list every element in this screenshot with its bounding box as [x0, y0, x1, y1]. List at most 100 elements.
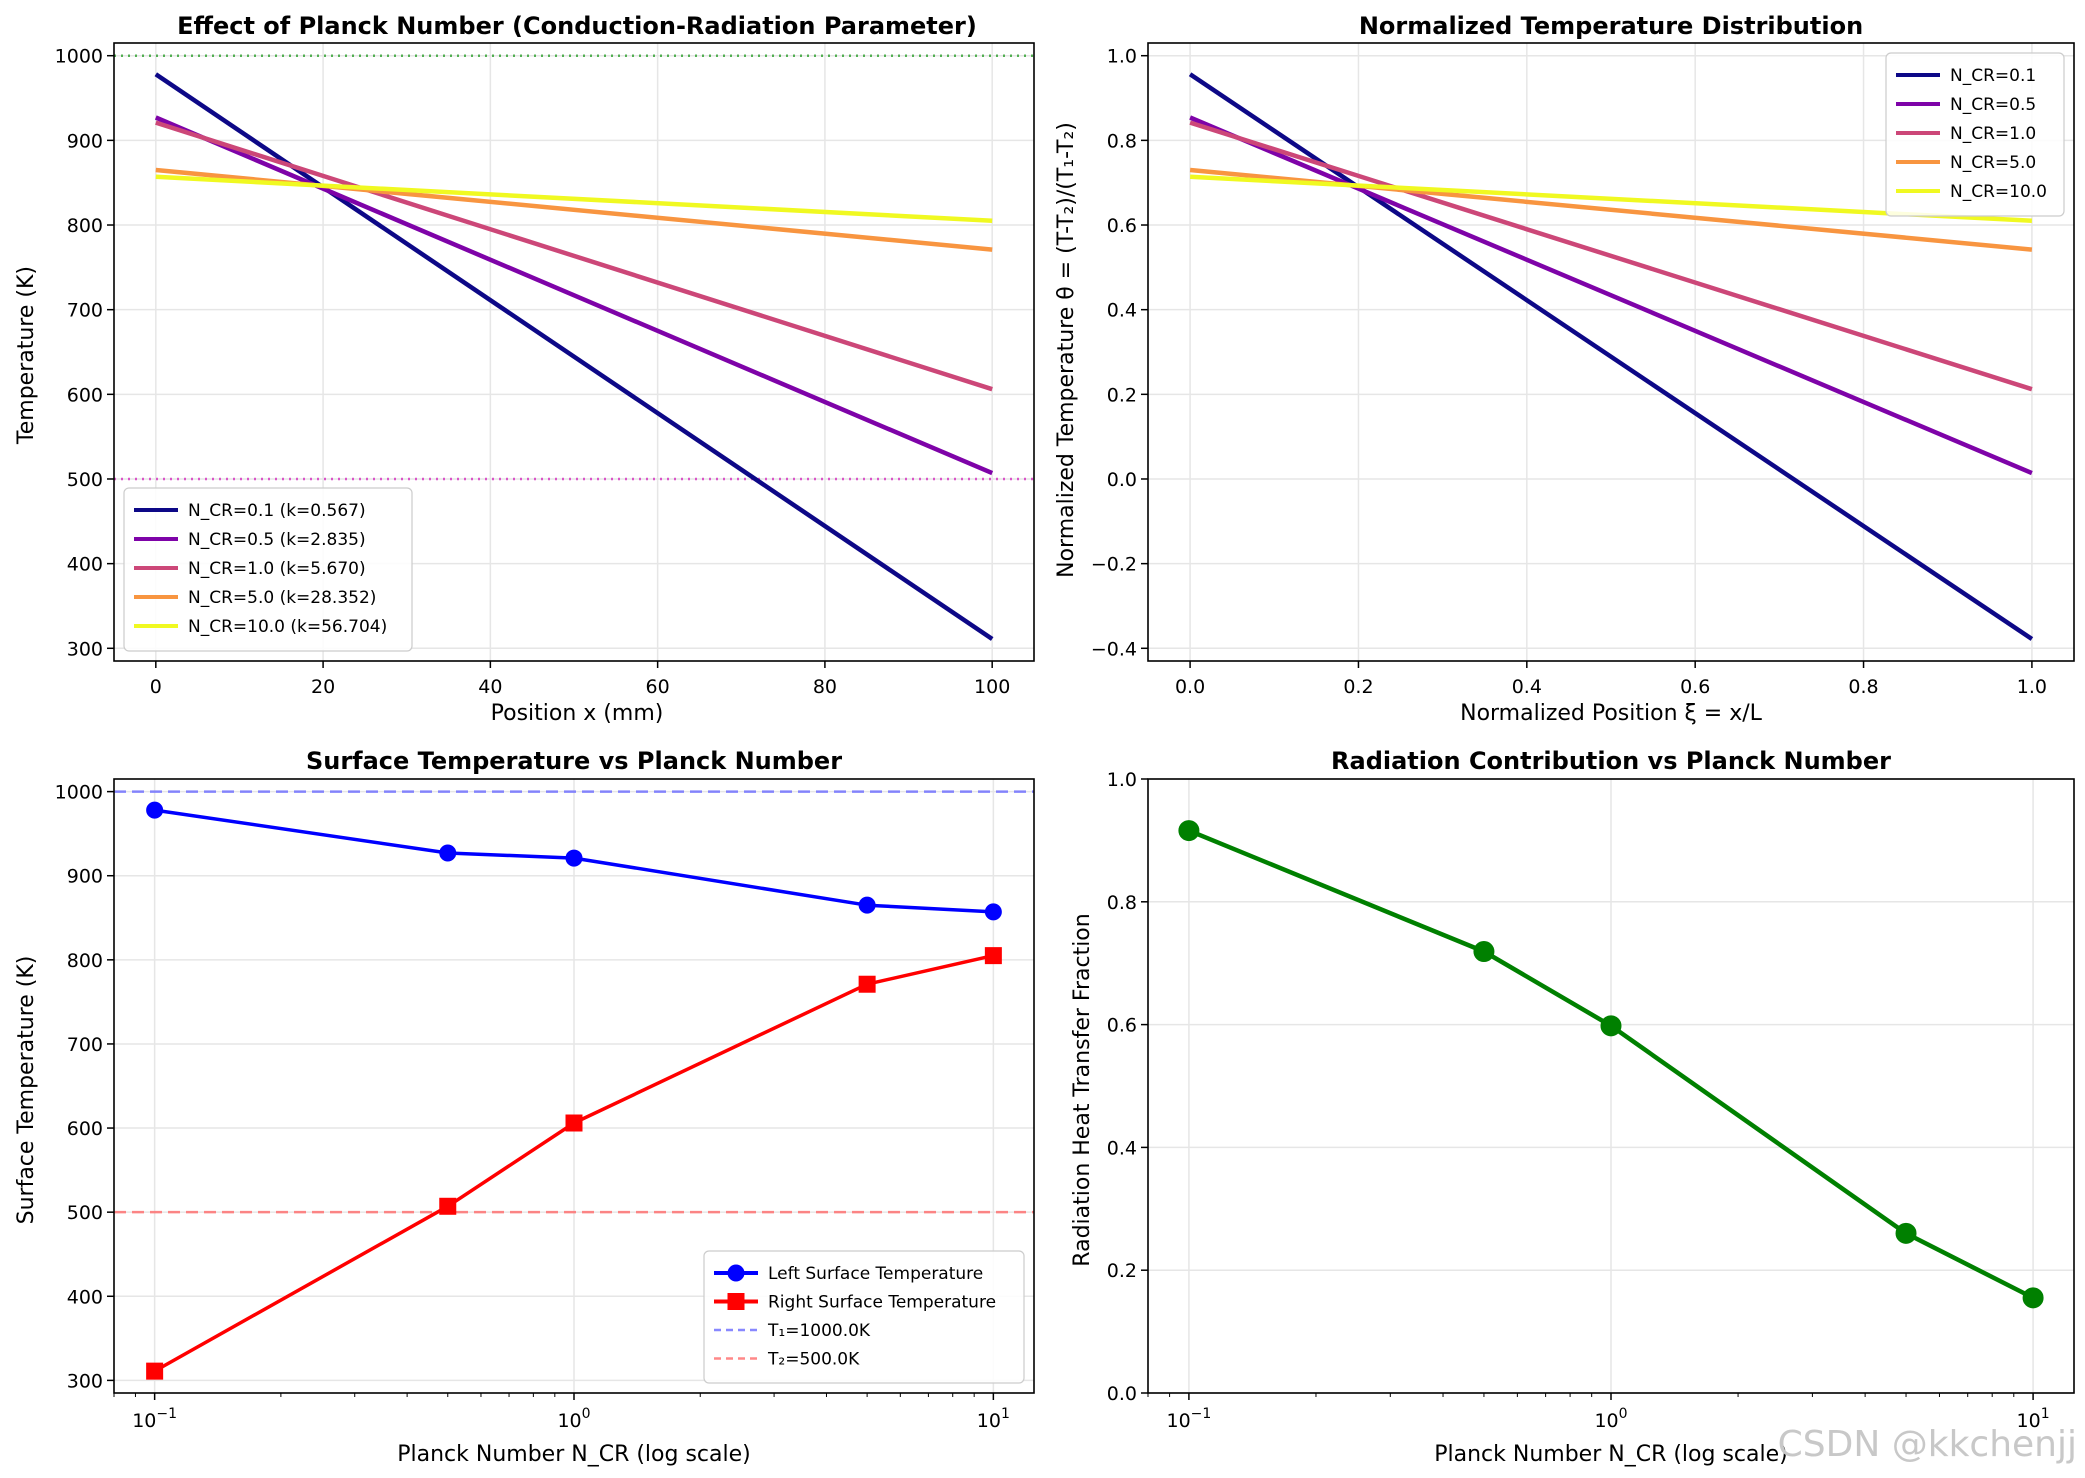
watermark: CSDN @kkchenjj — [1778, 1424, 2077, 1465]
y-tick-label: 800 — [67, 215, 103, 237]
legend-box — [123, 487, 413, 652]
legend-label-4: N_CR=10.0 — [1950, 182, 2047, 202]
legend-marker-0 — [727, 1264, 745, 1282]
y-tick-label: 0.8 — [1107, 892, 1137, 914]
legend-label-3: N_CR=5.0 — [1950, 153, 2036, 173]
y-tick-label: 600 — [67, 384, 103, 406]
y-tick-label: 0.4 — [1107, 1137, 1137, 1159]
x-tick-label: 101 — [977, 1406, 1010, 1432]
y-tick-label: 0.6 — [1107, 215, 1137, 237]
y-tick-label: 700 — [67, 1034, 103, 1056]
chart-title: Surface Temperature vs Planck Number — [306, 747, 842, 775]
x-axis-label: Normalized Position ξ = x/L — [1460, 701, 1763, 726]
y-tick-label: 0.8 — [1107, 130, 1137, 152]
y-axis-label: Surface Temperature (K) — [14, 956, 39, 1225]
chart-title: Effect of Planck Number (Conduction-Radi… — [177, 12, 977, 40]
y-tick-label: 400 — [67, 554, 103, 576]
y-axis-label: Radiation Heat Transfer Fraction — [1070, 913, 1095, 1266]
y-tick-label: −0.4 — [1091, 638, 1137, 660]
chart-panel-surface-temperature: Surface Temperature vs Planck Number Pla… — [14, 747, 1035, 1467]
data-point — [858, 896, 876, 914]
y-tick-label: 0.2 — [1107, 384, 1137, 406]
y-tick-label: 0.0 — [1107, 1383, 1137, 1405]
chart-panel-normalized-temperature: Normalized Temperature Distribution Norm… — [1054, 12, 2075, 726]
plot-frame — [113, 42, 1035, 662]
y-tick-label: 1000 — [55, 46, 103, 68]
legend-label-3: T₂=500.0K — [767, 1350, 860, 1370]
x-axis-label: Planck Number N_CR (log scale) — [397, 1442, 750, 1467]
y-axis-label: Temperature (K) — [14, 266, 39, 445]
data-point — [2022, 1287, 2044, 1309]
y-tick-label: 0.2 — [1107, 1260, 1137, 1282]
data-point — [146, 801, 164, 819]
x-tick-label: 20 — [311, 676, 335, 698]
y-tick-label: 1.0 — [1107, 46, 1137, 68]
series-line-4 — [155, 174, 993, 224]
legend: N_CR=0.1 N_CR=0.5 N_CR=1.0 N_CR=5.0 N_CR=10.… — [1885, 52, 2065, 217]
data-point — [1473, 941, 1495, 963]
x-tick-label: 100 — [1594, 1406, 1627, 1432]
y-tick-label: 800 — [67, 950, 103, 972]
x-tick-label: 0.2 — [1343, 676, 1373, 698]
x-tick-label: 100 — [974, 676, 1010, 698]
data-point — [984, 903, 1002, 921]
x-tick-label: 10−1 — [132, 1406, 177, 1432]
x-tick-label: 101 — [2017, 1406, 2050, 1432]
data-point — [565, 849, 583, 867]
data-point — [1895, 1222, 1917, 1244]
legend-label-0: N_CR=0.1 (k=0.567) — [188, 501, 366, 521]
plot-frame — [1147, 42, 2075, 662]
y-tick-label: 0.0 — [1107, 469, 1137, 491]
y-tick-label: 300 — [67, 638, 103, 660]
chart-panel-temperature-profile: Effect of Planck Number (Conduction-Radi… — [14, 12, 1035, 726]
y-axis-label: Normalized Temperature θ = (T-T₂)/(T₁-T₂… — [1054, 122, 1079, 578]
x-tick-label: 1.0 — [2017, 676, 2047, 698]
x-tick-label: 0.4 — [1512, 676, 1542, 698]
data-point — [439, 844, 457, 862]
legend-marker-1 — [727, 1293, 745, 1310]
y-tick-label: 700 — [67, 300, 103, 322]
x-tick-label: 0.8 — [1848, 676, 1878, 698]
x-axis-label: Planck Number N_CR (log scale) — [1434, 1442, 1787, 1467]
x-tick-label: 80 — [813, 676, 837, 698]
legend-label-2: N_CR=1.0 — [1950, 124, 2036, 144]
y-tick-label: 0.6 — [1107, 1015, 1137, 1037]
legend-label-0: N_CR=0.1 — [1950, 66, 2036, 86]
x-axis-label: Position x (mm) — [491, 701, 664, 726]
y-tick-label: −0.2 — [1091, 554, 1137, 576]
series-line-2 — [1189, 120, 2033, 392]
legend-box — [1885, 52, 2065, 217]
legend: N_CR=0.1 (k=0.567) N_CR=0.5 (k=2.835) N_CR… — [123, 487, 413, 652]
series-line-1 — [154, 115, 994, 476]
x-tick-label: 0.0 — [1175, 676, 1205, 698]
series-line-1 — [1189, 115, 2033, 476]
legend-label-3: N_CR=5.0 (k=28.352) — [188, 588, 376, 608]
legend-label-4: N_CR=10.0 (k=56.704) — [188, 617, 387, 637]
legend-label-1: Right Surface Temperature — [768, 1293, 996, 1313]
legend: Left Surface Temperature Right Surface Te… — [703, 1250, 1025, 1384]
y-tick-label: 500 — [67, 469, 103, 491]
y-tick-label: 400 — [67, 1286, 103, 1308]
series-line-2 — [155, 120, 993, 392]
chart-panel-radiation-contribution: Radiation Contribution vs Planck Number … — [1070, 747, 2075, 1467]
y-tick-label: 0.4 — [1107, 300, 1137, 322]
data-point — [565, 1114, 583, 1132]
data-point — [984, 947, 1002, 965]
y-tick-label: 1000 — [55, 782, 103, 804]
y-tick-label: 1.0 — [1107, 769, 1137, 791]
data-point — [1600, 1015, 1622, 1037]
data-point — [858, 975, 876, 993]
data-point — [439, 1197, 457, 1215]
legend-label-1: N_CR=0.5 — [1950, 95, 2036, 115]
legend-box — [703, 1250, 1025, 1384]
legend-label-2: T₁=1000.0K — [767, 1321, 871, 1341]
y-tick-label: 900 — [67, 130, 103, 152]
x-tick-label: 40 — [478, 676, 502, 698]
data-point — [146, 1362, 164, 1380]
legend-label-1: N_CR=0.5 (k=2.835) — [188, 530, 366, 550]
legend-label-0: Left Surface Temperature — [768, 1264, 983, 1284]
y-tick-label: 600 — [67, 1118, 103, 1140]
x-tick-label: 10−1 — [1166, 1406, 1211, 1432]
x-tick-label: 0.6 — [1680, 676, 1710, 698]
